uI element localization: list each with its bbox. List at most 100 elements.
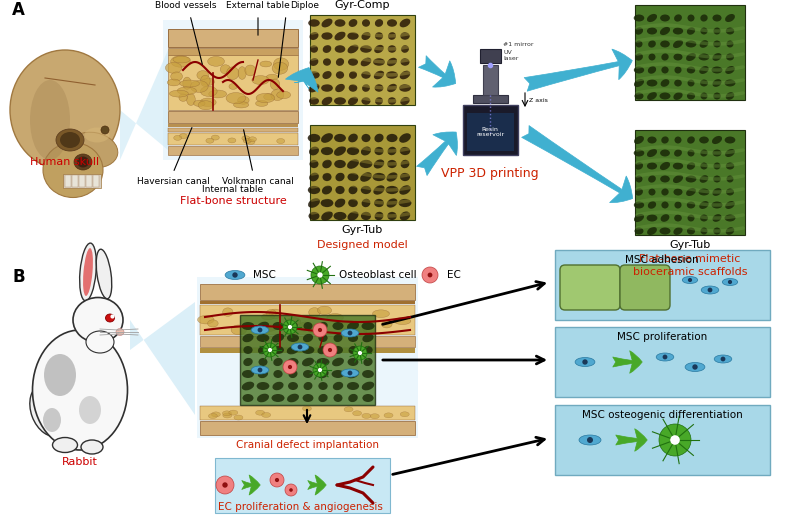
Ellipse shape xyxy=(662,201,669,208)
Ellipse shape xyxy=(686,40,696,48)
Circle shape xyxy=(288,365,292,369)
Bar xyxy=(200,421,415,435)
Ellipse shape xyxy=(287,334,299,342)
Ellipse shape xyxy=(170,90,188,97)
Ellipse shape xyxy=(674,66,682,74)
Text: Internal table: Internal table xyxy=(202,184,263,193)
Ellipse shape xyxy=(347,322,359,330)
Circle shape xyxy=(263,343,277,357)
Ellipse shape xyxy=(347,159,359,169)
Ellipse shape xyxy=(726,175,734,182)
Ellipse shape xyxy=(361,186,371,194)
Ellipse shape xyxy=(648,201,656,209)
Ellipse shape xyxy=(336,71,344,79)
Ellipse shape xyxy=(349,84,358,92)
Bar xyxy=(635,130,745,235)
Ellipse shape xyxy=(362,32,370,40)
Ellipse shape xyxy=(348,394,358,402)
Text: VPP 3D printing: VPP 3D printing xyxy=(441,166,539,180)
Ellipse shape xyxy=(362,334,374,342)
Ellipse shape xyxy=(226,67,239,80)
FancyBboxPatch shape xyxy=(560,265,620,310)
Ellipse shape xyxy=(309,307,320,317)
Bar xyxy=(65,175,71,187)
Ellipse shape xyxy=(56,129,84,151)
Ellipse shape xyxy=(179,134,187,139)
Ellipse shape xyxy=(386,198,398,208)
Ellipse shape xyxy=(634,136,644,144)
Ellipse shape xyxy=(255,410,265,415)
Ellipse shape xyxy=(360,45,372,53)
Ellipse shape xyxy=(68,132,118,168)
Ellipse shape xyxy=(674,54,682,60)
Bar xyxy=(555,250,770,320)
Ellipse shape xyxy=(674,80,682,86)
Ellipse shape xyxy=(222,308,233,316)
Ellipse shape xyxy=(726,92,734,100)
Ellipse shape xyxy=(648,175,656,183)
Ellipse shape xyxy=(659,227,670,234)
Ellipse shape xyxy=(333,322,343,330)
Ellipse shape xyxy=(361,58,371,66)
Ellipse shape xyxy=(211,135,219,140)
Ellipse shape xyxy=(673,28,683,34)
Ellipse shape xyxy=(374,186,385,195)
Ellipse shape xyxy=(228,138,236,143)
Ellipse shape xyxy=(661,214,670,222)
Ellipse shape xyxy=(682,277,698,284)
Ellipse shape xyxy=(334,394,342,402)
Ellipse shape xyxy=(386,71,398,79)
Bar xyxy=(168,146,298,155)
Ellipse shape xyxy=(362,394,374,402)
Ellipse shape xyxy=(649,189,655,196)
Ellipse shape xyxy=(10,50,120,170)
Ellipse shape xyxy=(634,79,644,87)
Ellipse shape xyxy=(309,212,319,220)
Ellipse shape xyxy=(646,80,658,86)
Ellipse shape xyxy=(257,322,269,330)
Ellipse shape xyxy=(334,160,346,168)
Ellipse shape xyxy=(674,201,682,208)
Ellipse shape xyxy=(334,334,342,342)
Bar xyxy=(555,405,770,475)
Ellipse shape xyxy=(334,32,346,40)
Ellipse shape xyxy=(186,94,195,105)
Ellipse shape xyxy=(255,101,268,107)
Ellipse shape xyxy=(348,58,358,66)
Ellipse shape xyxy=(361,146,371,155)
Text: Flat-bone mimetic: Flat-bone mimetic xyxy=(639,254,741,264)
Bar xyxy=(555,327,770,397)
Ellipse shape xyxy=(714,28,721,34)
Ellipse shape xyxy=(647,227,657,235)
Ellipse shape xyxy=(714,355,732,363)
Text: Gyr-Tub: Gyr-Tub xyxy=(342,225,382,235)
Bar xyxy=(163,20,303,160)
Ellipse shape xyxy=(308,134,320,142)
Ellipse shape xyxy=(375,97,383,105)
Circle shape xyxy=(728,280,732,284)
Ellipse shape xyxy=(387,19,397,26)
Ellipse shape xyxy=(229,84,238,90)
Ellipse shape xyxy=(198,101,214,110)
Ellipse shape xyxy=(660,27,670,35)
Ellipse shape xyxy=(725,14,735,22)
Ellipse shape xyxy=(202,78,214,85)
Circle shape xyxy=(721,357,726,361)
Ellipse shape xyxy=(373,173,386,181)
Ellipse shape xyxy=(274,370,282,378)
Ellipse shape xyxy=(242,394,254,402)
Ellipse shape xyxy=(317,358,330,366)
Circle shape xyxy=(283,320,297,334)
Text: EC: EC xyxy=(447,270,461,280)
Ellipse shape xyxy=(208,413,218,419)
Ellipse shape xyxy=(272,62,288,74)
Ellipse shape xyxy=(333,382,343,390)
Ellipse shape xyxy=(725,201,735,209)
Ellipse shape xyxy=(673,175,683,183)
Ellipse shape xyxy=(321,211,333,221)
Circle shape xyxy=(582,359,588,365)
Ellipse shape xyxy=(714,227,721,234)
Ellipse shape xyxy=(43,143,103,198)
Ellipse shape xyxy=(662,66,669,74)
Ellipse shape xyxy=(579,435,601,445)
